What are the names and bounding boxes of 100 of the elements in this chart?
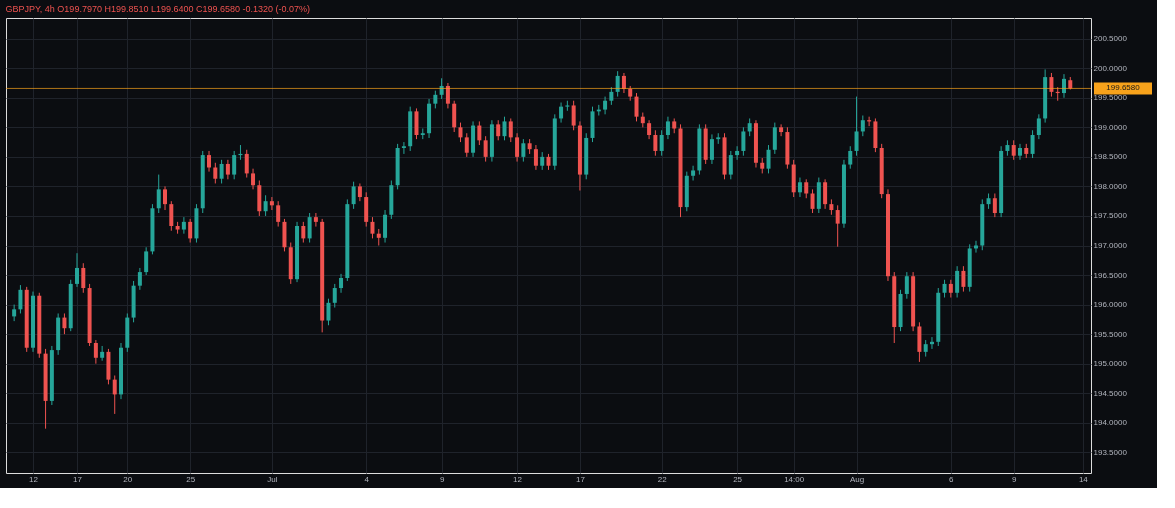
x-tick-label: Jul xyxy=(267,474,278,484)
candlestick xyxy=(439,77,444,100)
candlestick xyxy=(502,116,507,141)
candlestick xyxy=(181,216,186,235)
chart-title: GBPJPY, 4h O199.7970 H199.8510 L199.6400 C199.6580 -0.1320 (-0.07%) xyxy=(5,4,311,14)
candlestick xyxy=(1017,143,1022,161)
candlestick xyxy=(691,165,696,181)
candlestick xyxy=(219,159,224,184)
candlestick xyxy=(647,119,652,140)
candlestick xyxy=(571,100,576,131)
candlestick xyxy=(445,82,450,109)
candlestick xyxy=(112,375,117,415)
ref-line-label: 199.6580 xyxy=(1106,83,1141,93)
x-tick-label: 14 xyxy=(1078,474,1089,484)
x-tick-label: 17 xyxy=(575,474,586,484)
candlestick xyxy=(383,209,388,244)
candlestick xyxy=(496,119,501,141)
x-tick-label: 14:00 xyxy=(784,474,805,484)
x-tick-label: Aug xyxy=(849,474,865,484)
candlestick xyxy=(251,168,256,190)
y-tick-label: 197.0000 xyxy=(1093,241,1128,250)
candlestick xyxy=(477,120,482,146)
x-tick-label: 4 xyxy=(364,474,370,484)
candlestick xyxy=(213,162,218,184)
candlestick xyxy=(1011,139,1016,161)
y-tick-label: 199.0000 xyxy=(1093,122,1128,132)
y-tick-label: 194.0000 xyxy=(1093,418,1128,428)
y-tick-label: 195.0000 xyxy=(1093,359,1128,369)
y-tick-label: 197.5000 xyxy=(1093,211,1128,221)
candlestick xyxy=(62,312,67,335)
y-tick-label: 199.5000 xyxy=(1093,93,1128,103)
y-tick-label: 200.5000 xyxy=(1093,34,1128,44)
candlestick xyxy=(665,116,670,140)
candlestick xyxy=(1036,113,1041,140)
candlestick xyxy=(621,72,626,94)
candlestick xyxy=(188,218,193,244)
candlestick xyxy=(521,138,526,163)
candlestick xyxy=(307,212,312,244)
candlestick xyxy=(848,145,853,170)
candlestick xyxy=(709,133,714,165)
candlestick xyxy=(276,200,281,228)
candlestick xyxy=(797,177,802,198)
candlestick xyxy=(263,194,268,217)
candlestick xyxy=(992,193,997,218)
candlestick xyxy=(269,196,274,211)
candlestick xyxy=(766,144,771,174)
candlestick xyxy=(728,150,733,180)
y-tick-label: 194.5000 xyxy=(1093,388,1128,398)
candlestick xyxy=(823,178,828,210)
y-tick-label: 198.0000 xyxy=(1093,181,1128,191)
candlestick xyxy=(741,126,746,157)
x-tick-label: 17 xyxy=(73,474,83,484)
candlestick xyxy=(351,181,356,210)
candlestick xyxy=(313,212,318,228)
candlestick xyxy=(772,122,777,155)
x-tick-label: 22 xyxy=(657,474,668,484)
x-tick-label: 6 xyxy=(949,474,955,484)
x-tick-label: 12 xyxy=(513,474,523,484)
x-tick-label: 20 xyxy=(123,474,133,484)
candlestick xyxy=(615,70,620,98)
candlestick xyxy=(955,265,960,298)
y-tick-label: 193.5000 xyxy=(1093,447,1128,457)
candlestick xyxy=(163,185,168,211)
candlestick xyxy=(244,149,249,179)
x-tick-label: 9 xyxy=(1011,474,1017,484)
candlestick xyxy=(370,216,375,239)
x-tick-label: 12 xyxy=(29,474,39,484)
candlestick xyxy=(137,267,142,291)
candlestick xyxy=(81,262,86,294)
candlestick xyxy=(464,132,469,158)
candlestick xyxy=(207,150,212,173)
candlestick xyxy=(12,304,17,322)
candlestick xyxy=(18,284,23,314)
candlestick xyxy=(332,283,337,309)
candlestick xyxy=(515,132,520,163)
candlestick xyxy=(508,117,513,143)
candlestick xyxy=(735,145,740,161)
candlestick xyxy=(634,92,639,122)
candlestick xyxy=(779,123,784,137)
candlestick xyxy=(144,246,149,276)
candlestick xyxy=(75,252,80,288)
candlestick xyxy=(1030,129,1035,159)
candlestick xyxy=(301,221,306,244)
candlestick xyxy=(458,122,463,143)
candlestick xyxy=(452,100,457,133)
candlestick xyxy=(804,178,809,199)
x-tick-label: 9 xyxy=(439,474,445,484)
y-tick-label: 198.5000 xyxy=(1093,152,1128,162)
candlestick xyxy=(483,135,488,163)
candlestick xyxy=(854,96,859,157)
candlestick xyxy=(401,141,406,155)
candlestick xyxy=(225,159,230,180)
y-tick-label: 200.0000 xyxy=(1093,63,1128,73)
candlestick xyxy=(835,204,840,248)
candlestick xyxy=(533,144,538,171)
candlestick xyxy=(653,129,658,157)
y-tick-label: 195.5000 xyxy=(1093,329,1128,339)
x-tick-label: 25 xyxy=(186,474,196,484)
candlestick xyxy=(326,298,331,326)
candlestick xyxy=(339,273,344,294)
